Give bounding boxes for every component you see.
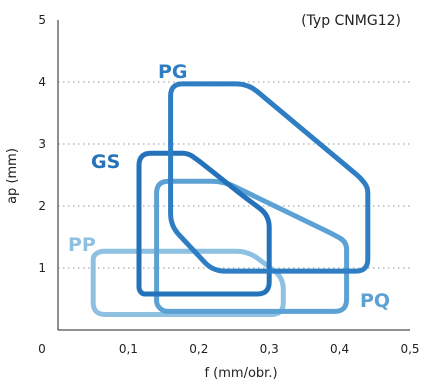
x-tick-label: 0,5 (400, 342, 419, 356)
x-tick-label: 0 (38, 342, 46, 356)
region-pg-label: PG (158, 61, 188, 83)
x-axis-label: f (mm/obr.) (204, 366, 277, 381)
y-tick-label: 1 (38, 261, 46, 275)
x-tick-label: 0,2 (189, 342, 208, 356)
region-pq-label: PQ (360, 290, 390, 312)
x-tick-label: 0,3 (260, 342, 279, 356)
y-axis-label: ap (mm) (5, 148, 20, 204)
region-pg-outline (168, 81, 371, 274)
chart-annotation: (Typ CNMG12) (301, 13, 401, 29)
region-gs-outline (136, 150, 272, 297)
y-tick-labels: 1 2 3 4 5 (38, 13, 46, 275)
chip-breaker-regions (90, 81, 371, 317)
y-tick-label: 4 (38, 75, 46, 89)
region-gs-label: GS (91, 151, 120, 173)
region-pq-outline (154, 178, 350, 314)
region-labels: PP PQ GS PG (68, 61, 390, 312)
y-tick-label: 3 (38, 137, 46, 151)
x-tick-label: 0,1 (119, 342, 138, 356)
y-tick-label: 2 (38, 199, 46, 213)
x-tick-label: 0,4 (330, 342, 349, 356)
x-tick-labels: 0 0,1 0,2 0,3 0,4 0,5 (38, 342, 419, 356)
y-tick-label: 5 (38, 13, 46, 27)
region-pp-outline (90, 248, 286, 317)
region-pp-label: PP (68, 234, 96, 256)
